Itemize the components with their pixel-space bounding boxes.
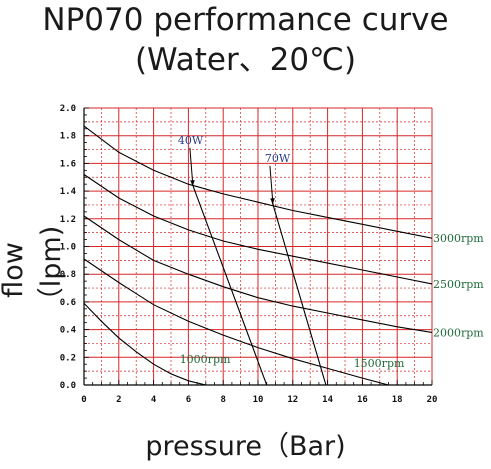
rpm-curve-1000rpm xyxy=(83,302,206,386)
series-label-1500rpm: 1500rpm xyxy=(354,357,405,370)
y-tick-label: 0.0 xyxy=(60,381,76,391)
x-tick-label: 20 xyxy=(427,395,438,405)
rpm-curve-3000rpm xyxy=(83,125,433,239)
series-label-3000rpm: 3000rpm xyxy=(433,232,484,245)
x-tick-labels: 0 2 4 6 8 10 12 14 16 18 20 xyxy=(81,395,437,405)
x-tick-label: 0 xyxy=(81,395,86,405)
y-tick-label: 1.6 xyxy=(60,159,76,169)
x-tick-label: 18 xyxy=(392,395,403,405)
power-arrow-40W-head xyxy=(190,180,195,186)
chart-subtitle: (Water、20℃) xyxy=(134,42,357,78)
rpm-curve-2000rpm xyxy=(83,215,433,333)
power-label-70W: 70W xyxy=(265,152,291,165)
x-tick-label: 4 xyxy=(151,395,157,405)
axes xyxy=(83,107,433,386)
power-arrow-70W-head xyxy=(270,198,275,204)
x-tick-label: 6 xyxy=(186,395,191,405)
series-label-1000rpm: 1000rpm xyxy=(180,353,231,366)
power-arrow-70W xyxy=(269,165,274,204)
x-axis-label: pressure（Bar) xyxy=(145,431,346,462)
chart-title: NP070 performance curve xyxy=(42,2,449,38)
series-label-2000rpm: 2000rpm xyxy=(433,326,484,339)
power-line-70W xyxy=(271,200,327,386)
x-tick-label: 10 xyxy=(253,395,264,405)
x-tick-label: 2 xyxy=(116,395,121,405)
y-tick-labels: 0.0 0.2 0.4 0.6 0.8 1.0 1.2 1.4 1.6 1.8 2.0 xyxy=(60,104,77,391)
power-line-40W xyxy=(191,182,268,386)
x-tick-label: 12 xyxy=(287,395,298,405)
y-tick-label: 0.4 xyxy=(60,326,77,336)
y-tick-label: 2.0 xyxy=(60,104,76,114)
rpm-curve-1500rpm xyxy=(83,258,389,386)
y-tick-label: 1.2 xyxy=(60,215,76,225)
y-tick-label: 1.4 xyxy=(60,187,77,197)
grid xyxy=(84,107,433,385)
series-label-2500rpm: 2500rpm xyxy=(433,278,484,291)
rpm-curve-2500rpm xyxy=(83,174,433,285)
y-tick-label: 1.0 xyxy=(60,243,76,253)
power-arrow-40W xyxy=(189,147,194,186)
x-tick-label: 8 xyxy=(220,395,225,405)
x-tick-label: 14 xyxy=(322,395,333,405)
y-tick-label: 0.2 xyxy=(60,353,76,363)
y-tick-label: 0.8 xyxy=(60,270,76,280)
x-tick-label: 16 xyxy=(357,395,368,405)
y-tick-label: 1.8 xyxy=(60,132,76,142)
y-axis-label: flow（lpm) xyxy=(0,225,67,315)
series-labels: 3000rpm 2500rpm 2000rpm 1500rpm 1000rpm 40W 70… xyxy=(178,134,484,370)
y-tick-label: 0.6 xyxy=(60,298,76,308)
curves xyxy=(83,125,433,386)
power-label-40W: 40W xyxy=(178,134,204,147)
